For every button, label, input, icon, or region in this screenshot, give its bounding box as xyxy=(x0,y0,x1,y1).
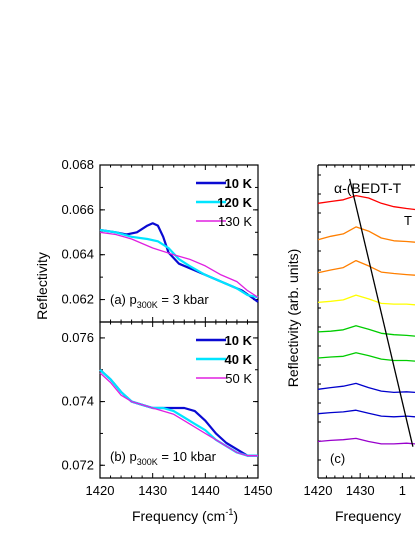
c-series-line xyxy=(317,382,415,394)
c-series-line xyxy=(317,437,415,445)
b-series-line xyxy=(99,372,258,457)
panel-c-label: (c) xyxy=(330,451,345,466)
panel-c: 1420 1430 1 α-(BEDT-T T (c) Reflectivity (… xyxy=(285,164,415,524)
c-series-line xyxy=(317,294,415,306)
a-ytick-label: 0.062 xyxy=(61,292,94,307)
c-xtick-label: 1430 xyxy=(346,483,375,498)
panel-b-series xyxy=(99,368,258,457)
b-ytick-label: 0.076 xyxy=(61,330,94,345)
a-ytick-label: 0.068 xyxy=(61,157,94,172)
a-legend-label: 10 K xyxy=(225,176,253,191)
a-legend-label: 130 K xyxy=(218,214,252,229)
panel-c-title: α-(BEDT-T xyxy=(334,180,402,196)
c-xtick-label: 1 xyxy=(399,483,406,498)
b-xtick-label: 1430 xyxy=(138,483,167,498)
panel-b-axes: 0.072 0.074 0.076 1420 1430 1440 1450 xyxy=(61,321,273,498)
panel-b: 0.072 0.074 0.076 1420 1430 1440 1450 10 K 40 K… xyxy=(61,321,273,498)
c-series-line xyxy=(317,194,415,211)
c-guide-line xyxy=(348,178,414,447)
panel-a-annotation: (a) p300K = 3 kbar xyxy=(110,292,209,310)
b-xtick-label: 1440 xyxy=(191,483,220,498)
a-series-line xyxy=(99,231,259,298)
a-series-line xyxy=(99,228,259,299)
a-legend-label: 120 K xyxy=(217,195,252,210)
b-legend-label: 10 K xyxy=(225,333,253,348)
b-xtick-label: 1450 xyxy=(244,483,273,498)
b-legend-label: 40 K xyxy=(225,352,253,367)
c-series-line xyxy=(317,352,415,362)
a-ytick-label: 0.064 xyxy=(61,247,94,262)
panel-c-y-label: Reflectivity (arb. units) xyxy=(285,249,301,387)
panel-b-legend: 10 K 40 K 50 K xyxy=(196,333,253,386)
panel-a: 0.062 0.064 0.066 0.068 10 K 120 K 130 K (a) … xyxy=(61,157,259,323)
panel-a-legend: 10 K 120 K 130 K xyxy=(196,176,253,229)
panel-c-annotation: T xyxy=(404,213,412,228)
panel-b-annotation: (b) p300K = 10 kbar xyxy=(110,449,217,467)
b-plot-frame xyxy=(99,321,259,479)
c-series-line xyxy=(317,409,415,418)
b-legend-label: 50 K xyxy=(225,371,252,386)
a-ytick-label: 0.066 xyxy=(61,202,94,217)
b-ytick-label: 0.072 xyxy=(61,457,94,472)
panel-c-series xyxy=(317,178,415,447)
c-series-line xyxy=(317,259,415,276)
c-xtick-label: 1420 xyxy=(304,483,333,498)
b-xtick-label: 1420 xyxy=(86,483,115,498)
b-ytick-label: 0.074 xyxy=(61,394,94,409)
panel-c-x-label: Frequency xyxy=(335,508,401,524)
panel-b-x-label: Frequency (cm-1) xyxy=(132,507,238,524)
c-series-line xyxy=(317,325,415,337)
c-series-line xyxy=(317,226,415,243)
shared-y-label: Reflectivity xyxy=(34,252,50,320)
panel-c-axes: 1420 1430 1 xyxy=(304,164,415,498)
panel-a-series xyxy=(99,222,259,303)
